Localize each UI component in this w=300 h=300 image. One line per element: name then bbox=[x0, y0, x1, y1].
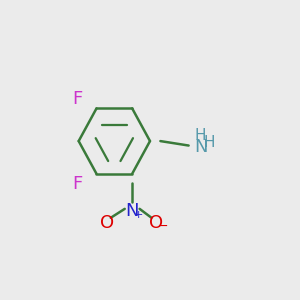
Text: N: N bbox=[194, 138, 207, 156]
Text: O: O bbox=[149, 214, 163, 232]
Text: N: N bbox=[125, 202, 139, 220]
Text: O: O bbox=[100, 214, 114, 232]
Text: F: F bbox=[72, 91, 82, 109]
Text: H: H bbox=[204, 135, 215, 150]
Text: F: F bbox=[72, 175, 82, 193]
Text: −: − bbox=[157, 220, 168, 233]
Text: H: H bbox=[194, 128, 206, 143]
Text: +: + bbox=[134, 210, 143, 220]
